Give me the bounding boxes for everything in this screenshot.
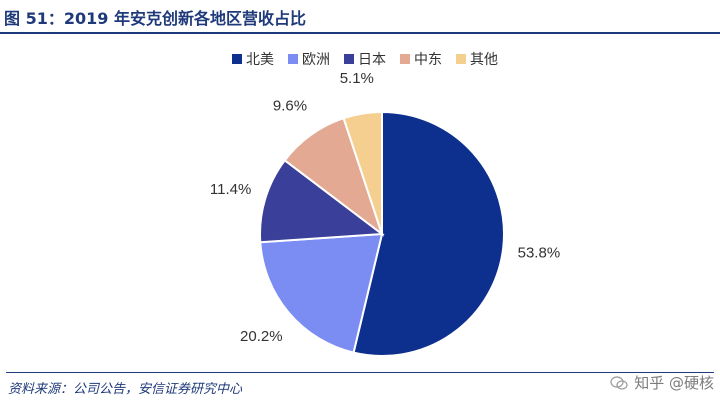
figure-title: 图 51：2019 年安克创新各地区营收占比 xyxy=(4,9,306,28)
slice-label: 53.8% xyxy=(518,245,561,262)
slice-label: 5.1% xyxy=(340,70,374,87)
legend-item: 其他 xyxy=(456,49,498,69)
pie-slice xyxy=(352,110,505,357)
legend-swatch xyxy=(232,54,242,64)
legend-label: 欧洲 xyxy=(302,52,330,68)
legend-label: 北美 xyxy=(246,52,274,68)
legend-label: 日本 xyxy=(358,52,386,68)
pie-chart: 53.8% 20.2% 11.4% 9.6% 5.1% xyxy=(210,70,561,357)
header-bar: 图 51：2019 年安克创新各地区营收占比 xyxy=(0,0,720,34)
legend-item: 日本 xyxy=(344,49,386,69)
slice-label: 11.4% xyxy=(210,181,251,198)
source-note: 资料来源：公司公告，安信证券研究中心 xyxy=(8,382,243,397)
legend-swatch xyxy=(400,54,410,64)
pie-slice xyxy=(259,158,385,244)
pie-slice xyxy=(342,110,383,235)
watermark: 知乎 @硬核 xyxy=(610,372,714,393)
legend-label: 中东 xyxy=(414,52,442,68)
legend-swatch xyxy=(344,54,354,64)
legend-swatch xyxy=(288,54,298,64)
watermark-text: 知乎 @硬核 xyxy=(634,374,714,392)
slice-label: 9.6% xyxy=(273,98,307,115)
pie-slice xyxy=(259,232,384,354)
legend-swatch xyxy=(456,54,466,64)
legend-label: 其他 xyxy=(470,52,498,68)
chat-bubble-icon xyxy=(610,375,628,390)
legend-item: 中东 xyxy=(400,49,442,69)
slice-label: 20.2% xyxy=(240,328,283,345)
footer-divider xyxy=(6,372,714,373)
chart-legend: 北美 欧洲 日本 中东 其他 xyxy=(232,49,498,69)
legend-item: 欧洲 xyxy=(288,49,330,69)
legend-item: 北美 xyxy=(232,49,274,69)
